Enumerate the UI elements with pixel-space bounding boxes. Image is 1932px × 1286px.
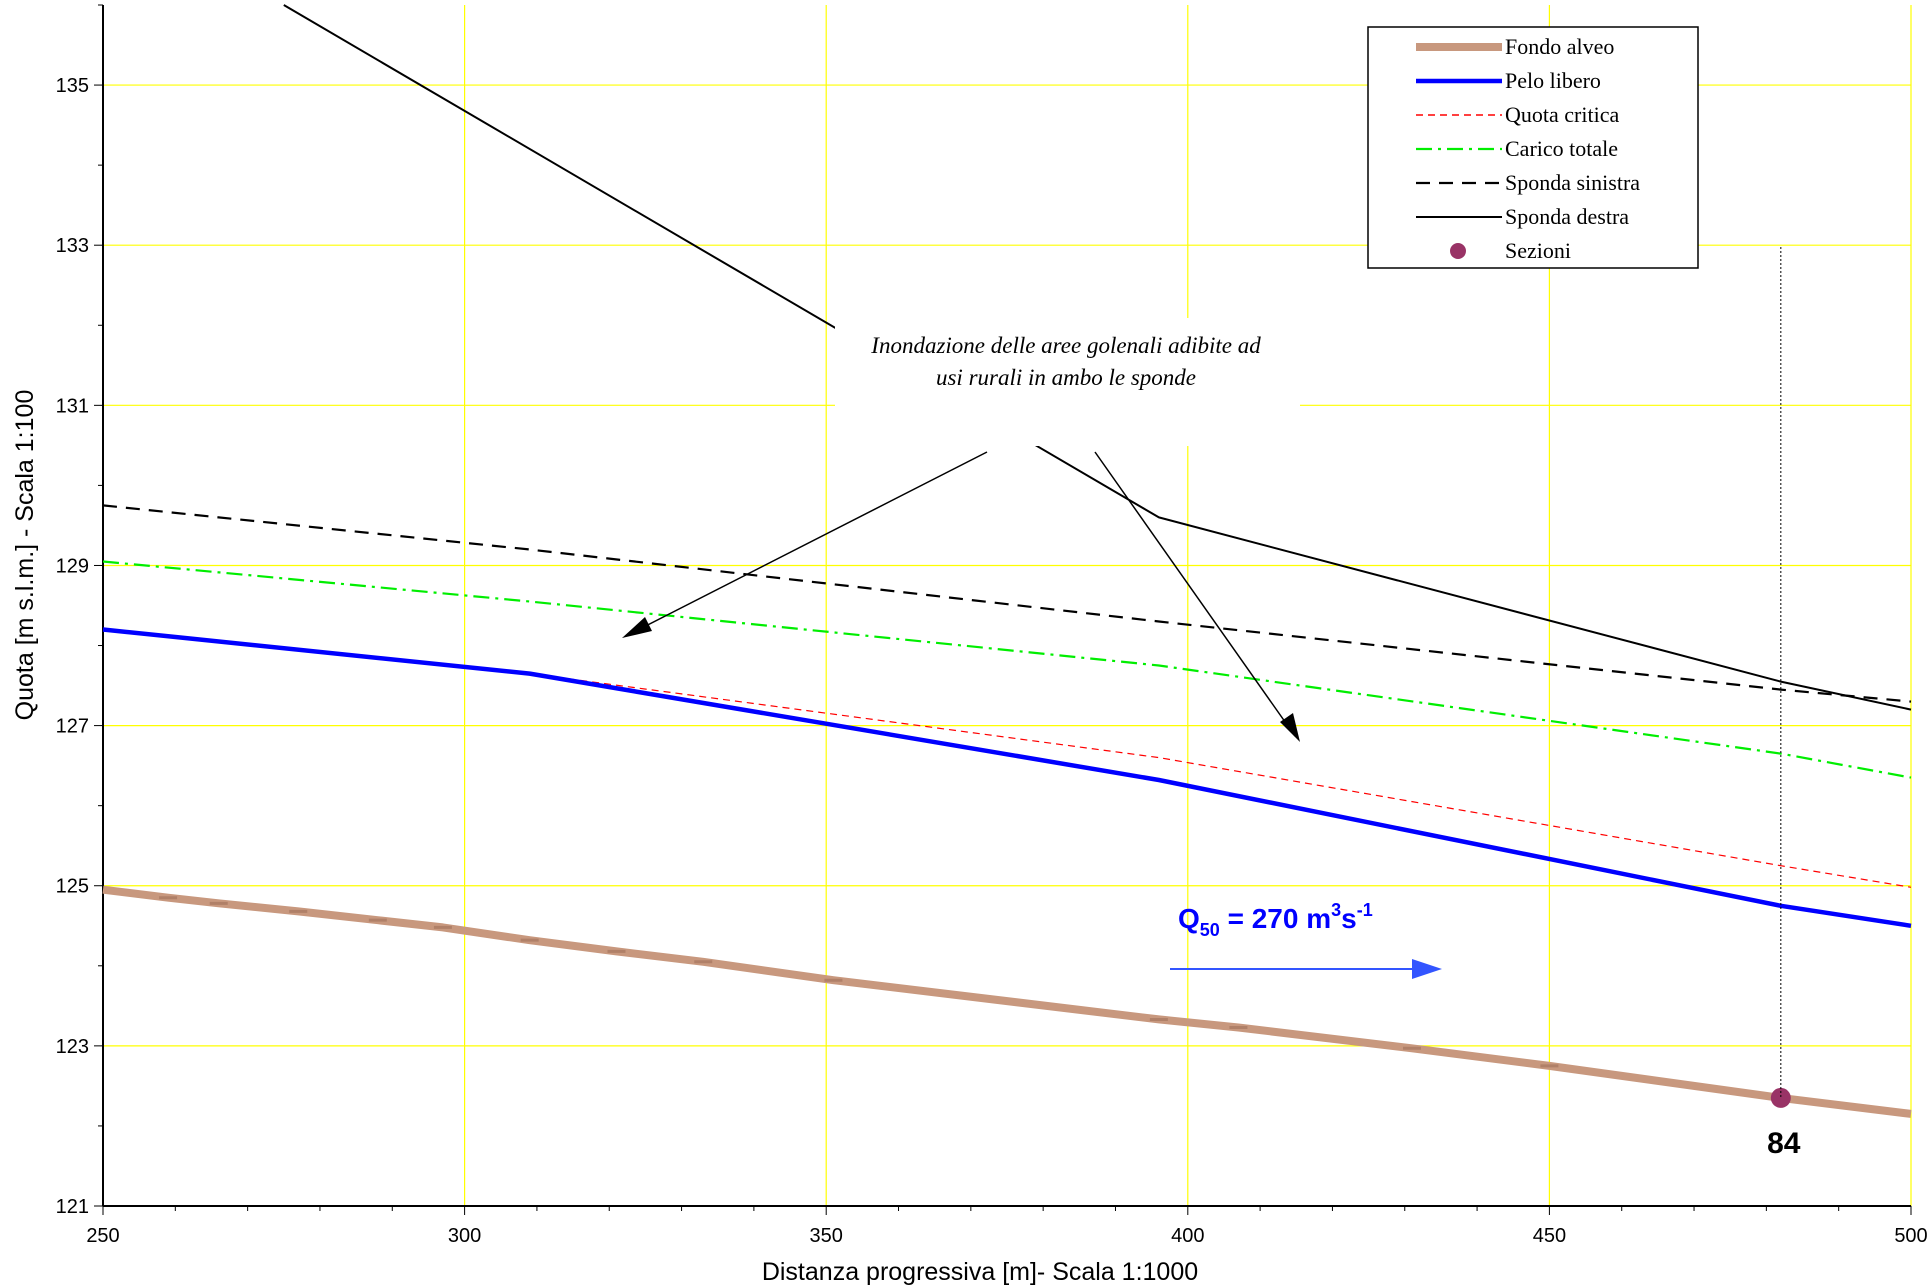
series-line-sponda-sinistra [102, 504, 1912, 703]
y-tick-label-123: 123 [56, 1036, 89, 1058]
flooding-annotation: Inondazione delle aree golenali adibite … [622, 318, 1300, 742]
annotation-arrowhead-right [1280, 713, 1300, 742]
x-tick-label-300: 300 [448, 1225, 481, 1247]
flow-annotation: Q50 = 270 m3s-1 [1170, 900, 1442, 979]
x-axis-title: Distanza progressiva [m]- Scala 1:1000 [762, 1258, 1198, 1286]
annotation-line-1: Inondazione delle aree golenali adibite … [870, 333, 1261, 358]
legend-label-carico-totale: Carico totale [1505, 136, 1618, 161]
y-tick-label-121: 121 [56, 1196, 89, 1218]
legend-label-pelo-libero: Pelo libero [1505, 68, 1601, 93]
x-ticks: 250 300 350 400 450 500 [86, 1225, 1927, 1247]
annotation-arrow-right [1094, 451, 1296, 737]
annotation-box [835, 318, 1300, 446]
legend: Fondo alveo Pelo libero Quota critica Caric… [1367, 26, 1699, 269]
legend-label-sezioni: Sezioni [1505, 238, 1571, 263]
y-tick-label-125: 125 [56, 876, 89, 898]
legend-label-fondo-alveo: Fondo alveo [1505, 34, 1614, 59]
legend-box [1367, 26, 1699, 269]
y-tick-label-129: 129 [56, 555, 89, 577]
legend-items: Fondo alveo Pelo libero Quota critica Caric… [1416, 34, 1640, 263]
legend-label-sponda-destra: Sponda destra [1505, 204, 1629, 229]
x-tick-label-400: 400 [1171, 1225, 1204, 1247]
section-label: 84 [1767, 1127, 1801, 1160]
x-tick-label-250: 250 [86, 1225, 119, 1247]
series-line-fondo-alveo [102, 885, 1912, 1118]
y-tick-label-127: 127 [56, 716, 89, 738]
y-axis-title: Quota [m s.l.m.] - Scala 1:100 [11, 390, 39, 721]
series-group [102, 4, 1912, 1118]
legend-swatch-sezioni [1450, 243, 1466, 259]
x-tick-label-450: 450 [1533, 1225, 1566, 1247]
x-tick-label-350: 350 [810, 1225, 843, 1247]
series-line-pelo-libero [102, 627, 1912, 929]
section-marker-482 [1770, 1087, 1791, 1108]
series-line-carico-totale [102, 560, 1912, 779]
y-tick-label-133: 133 [56, 235, 89, 257]
legend-label-quota-critica: Quota critica [1505, 102, 1619, 127]
annotation-arrow-left [627, 451, 988, 636]
flow-label: Q50 = 270 m3s-1 [1178, 900, 1373, 940]
y-tick-label-131: 131 [56, 395, 89, 417]
y-ticks: 121 123 125 127 129 131 133 135 [56, 75, 89, 1218]
flow-arrowhead [1412, 959, 1442, 979]
legend-label-sponda-sinistra: Sponda sinistra [1505, 170, 1640, 195]
y-tick-label-135: 135 [56, 75, 89, 97]
annotation-line-2: usi rurali in ambo le sponde [936, 365, 1196, 390]
annotation-arrowhead-left [622, 617, 652, 638]
x-tick-label-500: 500 [1894, 1225, 1927, 1247]
